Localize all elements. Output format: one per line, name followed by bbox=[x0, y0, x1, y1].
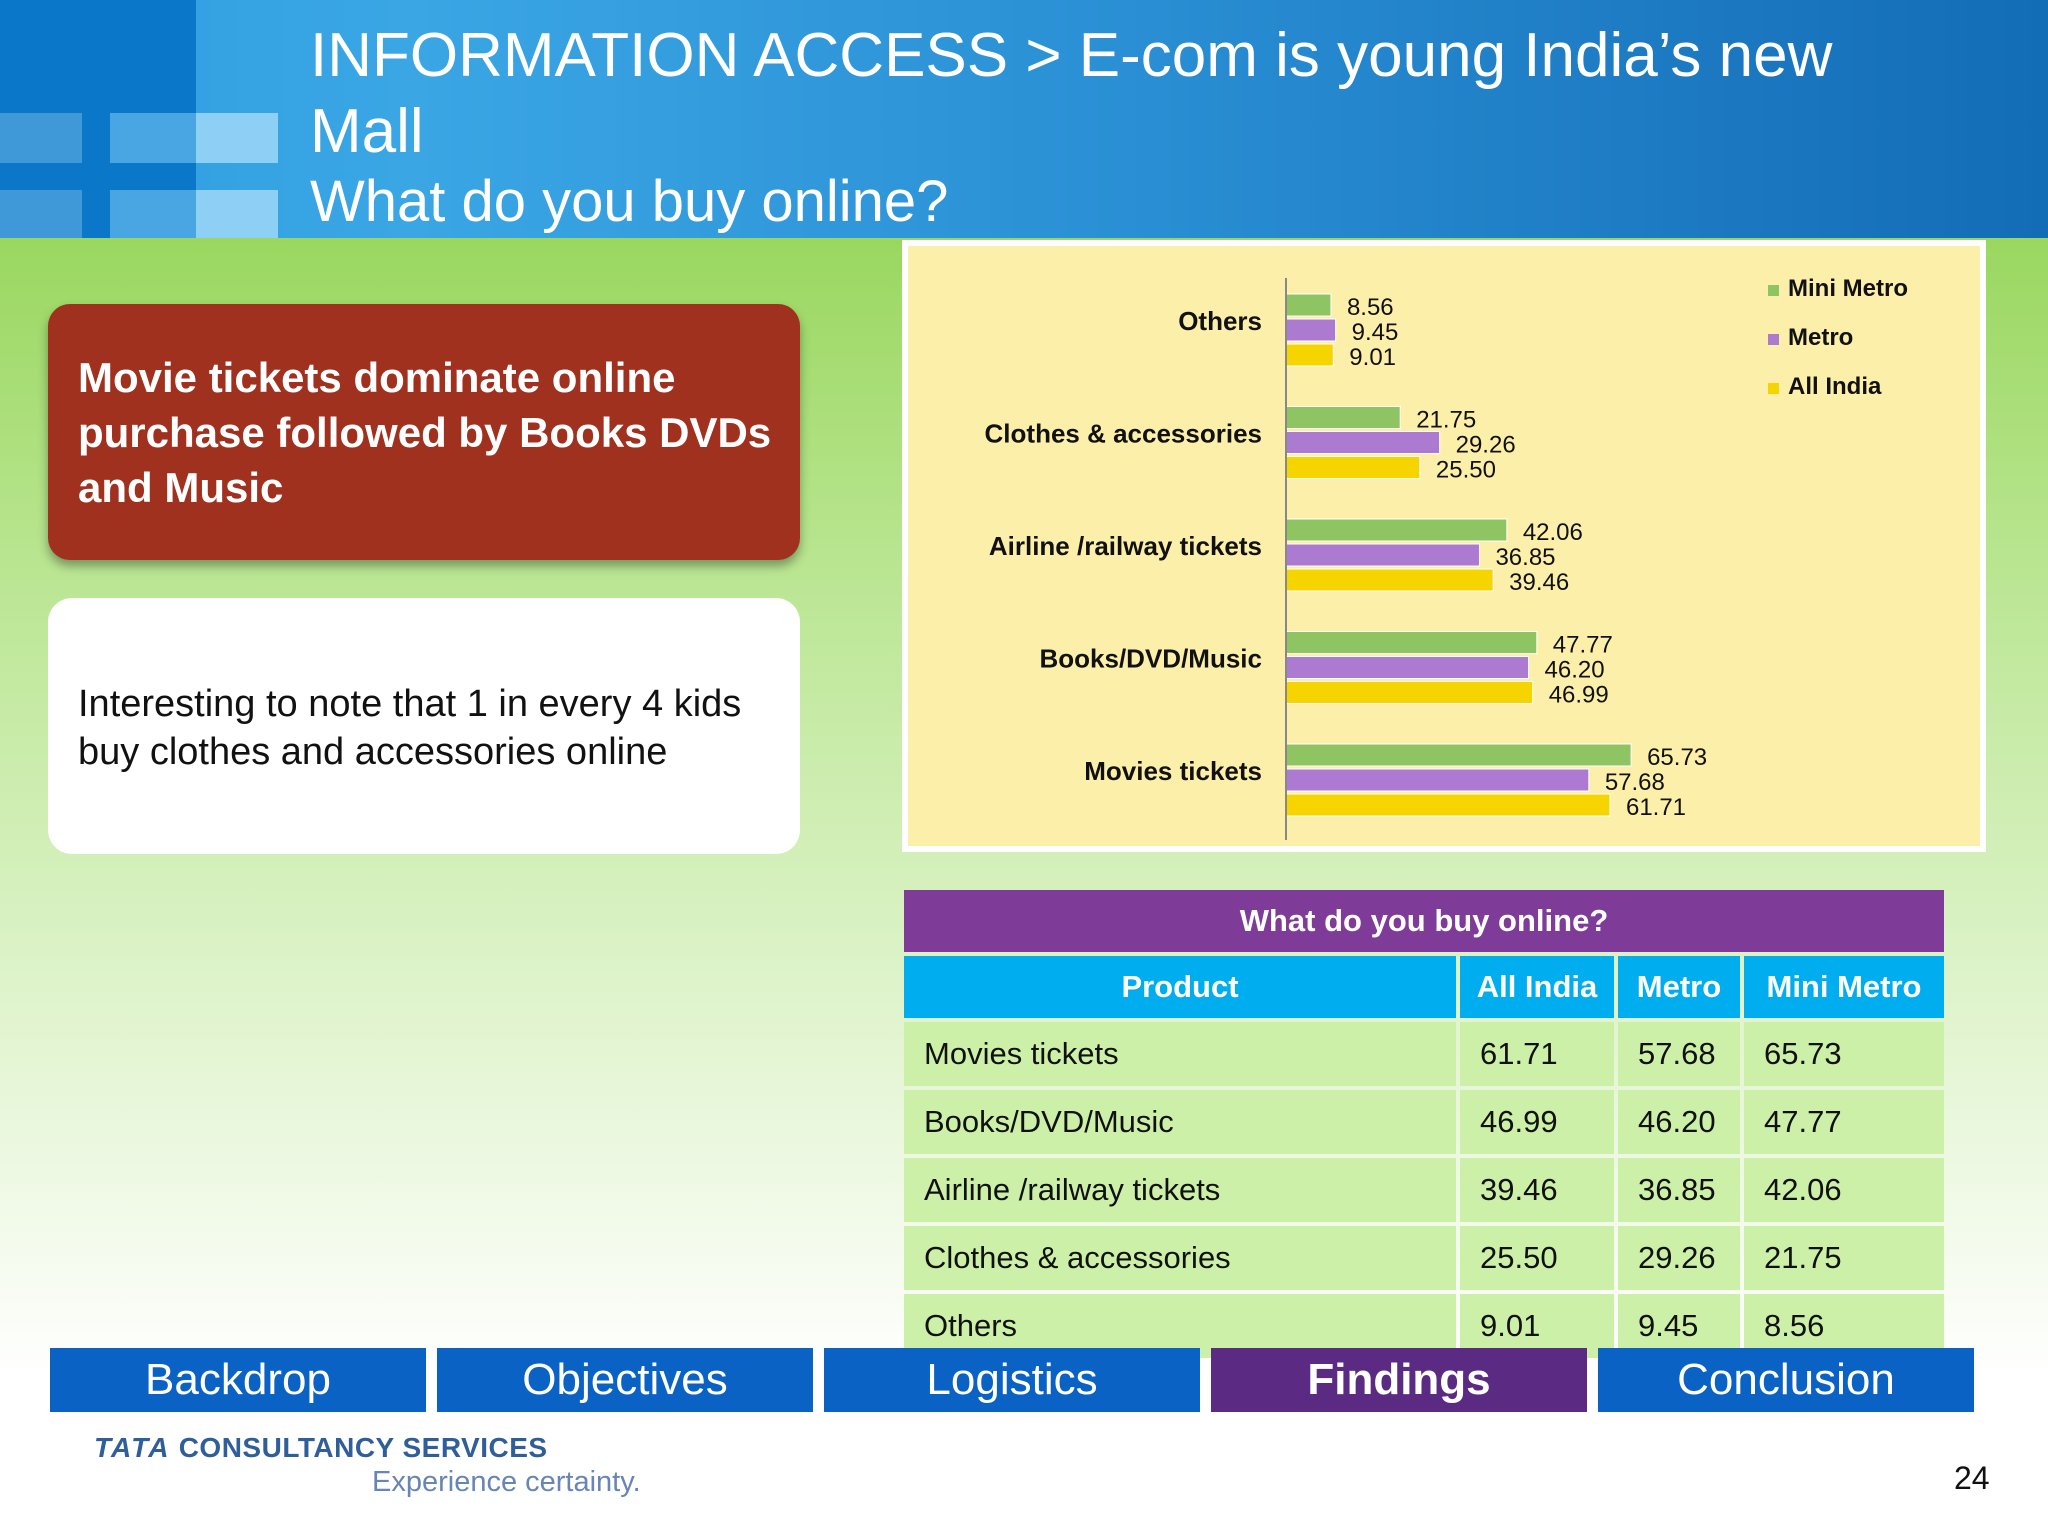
bar-all-india bbox=[1285, 568, 1494, 592]
bar-all-india bbox=[1285, 793, 1611, 817]
table-cell: 9.01 bbox=[1460, 1294, 1614, 1358]
table-cell: 42.06 bbox=[1744, 1158, 1944, 1222]
table-header-cell: Metro bbox=[1618, 956, 1740, 1018]
legend-label: Mini Metro bbox=[1788, 275, 1908, 302]
data-label: 39.46 bbox=[1509, 569, 1569, 596]
company-tagline: Experience certainty. bbox=[372, 1466, 641, 1498]
table-cell: 46.20 bbox=[1618, 1090, 1740, 1154]
header-decor-square bbox=[196, 113, 278, 163]
table-title: What do you buy online? bbox=[904, 890, 1944, 952]
header-decor-square bbox=[0, 113, 82, 163]
table-cell: 9.45 bbox=[1618, 1294, 1740, 1358]
nav-tab-conclusion[interactable]: Conclusion bbox=[1598, 1348, 1974, 1412]
table-header-cell: Product bbox=[904, 956, 1456, 1018]
bar-mini-metro bbox=[1285, 293, 1332, 317]
bar-chart: Others 8.569.459.01 Clothes & accessories 2… bbox=[985, 275, 1908, 840]
data-label: 65.73 bbox=[1647, 744, 1707, 771]
bar-all-india bbox=[1285, 456, 1421, 479]
table-cell: 29.26 bbox=[1618, 1226, 1740, 1290]
header-decor-square bbox=[196, 190, 278, 238]
bar-mini-metro bbox=[1285, 631, 1538, 654]
table-row-label: Movies tickets bbox=[904, 1022, 1456, 1086]
bar-all-india bbox=[1285, 681, 1534, 704]
data-label: 46.99 bbox=[1549, 682, 1609, 709]
slide-title: INFORMATION ACCESS > E-com is young Indi… bbox=[310, 21, 1833, 166]
logo-company-name: CONSULTANCY SERVICES bbox=[178, 1432, 548, 1463]
bar-metro bbox=[1285, 318, 1337, 342]
nav-tab-objectives[interactable]: Objectives bbox=[437, 1348, 813, 1412]
nav-tab-findings[interactable]: Findings bbox=[1211, 1348, 1587, 1412]
table-header-cell: Mini Metro bbox=[1744, 956, 1944, 1018]
data-label: 47.77 bbox=[1553, 632, 1613, 659]
header-decor-square bbox=[0, 190, 82, 238]
legend-swatch bbox=[1768, 383, 1779, 394]
bar-metro bbox=[1285, 431, 1441, 454]
slide-header: INFORMATION ACCESS > E-com is young Indi… bbox=[0, 0, 2048, 238]
section-nav: Backdrop Objectives Logistics Findings Concl… bbox=[50, 1348, 1974, 1412]
table-cell: 47.77 bbox=[1744, 1090, 1944, 1154]
table-row-label: Airline /railway tickets bbox=[904, 1158, 1456, 1222]
table-cell: 61.71 bbox=[1460, 1022, 1614, 1086]
table-header-cell: All India bbox=[1460, 956, 1614, 1018]
legend-swatch bbox=[1768, 334, 1779, 345]
data-label: 9.45 bbox=[1352, 319, 1399, 346]
table-row-label: Clothes & accessories bbox=[904, 1226, 1456, 1290]
table-cell: 36.85 bbox=[1618, 1158, 1740, 1222]
note-text: Interesting to note that 1 in every 4 ki… bbox=[78, 683, 742, 773]
table-cell: 65.73 bbox=[1744, 1022, 1944, 1086]
data-label: 61.71 bbox=[1626, 794, 1686, 821]
slide-subtitle: What do you buy online? bbox=[310, 169, 949, 234]
category-label: Airline /railway tickets bbox=[989, 531, 1262, 561]
data-label: 46.20 bbox=[1545, 657, 1605, 684]
category-label: Others bbox=[1178, 306, 1262, 336]
bar-all-india bbox=[1285, 343, 1334, 367]
table-cell: 25.50 bbox=[1460, 1226, 1614, 1290]
data-label: 57.68 bbox=[1605, 769, 1665, 796]
table-cell: 21.75 bbox=[1744, 1226, 1944, 1290]
legend-label: All India bbox=[1788, 373, 1882, 400]
table-cell: 8.56 bbox=[1744, 1294, 1944, 1358]
table-row-label: Books/DVD/Music bbox=[904, 1090, 1456, 1154]
logo-tata: TATA bbox=[94, 1432, 171, 1463]
header-decor-square bbox=[110, 113, 196, 163]
category-label: Clothes & accessories bbox=[985, 419, 1262, 449]
bar-metro bbox=[1285, 543, 1480, 567]
bar-mini-metro bbox=[1285, 406, 1401, 429]
header-decor-square bbox=[110, 190, 196, 238]
nav-tab-logistics[interactable]: Logistics bbox=[824, 1348, 1200, 1412]
category-label: Books/DVD/Music bbox=[1040, 644, 1263, 674]
key-finding-text: Movie tickets dominate online purchase f… bbox=[78, 354, 772, 511]
data-label: 29.26 bbox=[1456, 432, 1516, 459]
table-cell: 39.46 bbox=[1460, 1158, 1614, 1222]
legend-label: Metro bbox=[1788, 324, 1853, 351]
legend-swatch bbox=[1768, 285, 1779, 296]
data-label: 42.06 bbox=[1523, 519, 1583, 546]
bar-mini-metro bbox=[1285, 518, 1508, 542]
data-table: What do you buy online? Product All India… bbox=[904, 890, 1944, 1358]
bar-metro bbox=[1285, 768, 1590, 792]
note-callout: Interesting to note that 1 in every 4 ki… bbox=[48, 598, 800, 854]
data-label: 25.50 bbox=[1436, 457, 1496, 484]
key-finding-callout: Movie tickets dominate online purchase f… bbox=[48, 304, 800, 560]
bar-chart-panel: Others 8.56 9.45 9.01 Clothes & accessories 2… bbox=[902, 240, 1986, 852]
data-label: 36.85 bbox=[1495, 544, 1555, 571]
data-label: 8.56 bbox=[1347, 294, 1394, 321]
table-cell: 57.68 bbox=[1618, 1022, 1740, 1086]
nav-tab-backdrop[interactable]: Backdrop bbox=[50, 1348, 426, 1412]
table-row-label: Others bbox=[904, 1294, 1456, 1358]
data-label: 9.01 bbox=[1349, 344, 1396, 371]
company-logo: TATA CONSULTANCY SERVICES bbox=[94, 1432, 548, 1464]
category-label: Movies tickets bbox=[1084, 756, 1262, 786]
table-cell: 46.99 bbox=[1460, 1090, 1614, 1154]
bar-mini-metro bbox=[1285, 743, 1632, 767]
page-number: 24 bbox=[1954, 1460, 1990, 1496]
bar-metro bbox=[1285, 656, 1530, 679]
data-label: 21.75 bbox=[1416, 407, 1476, 434]
